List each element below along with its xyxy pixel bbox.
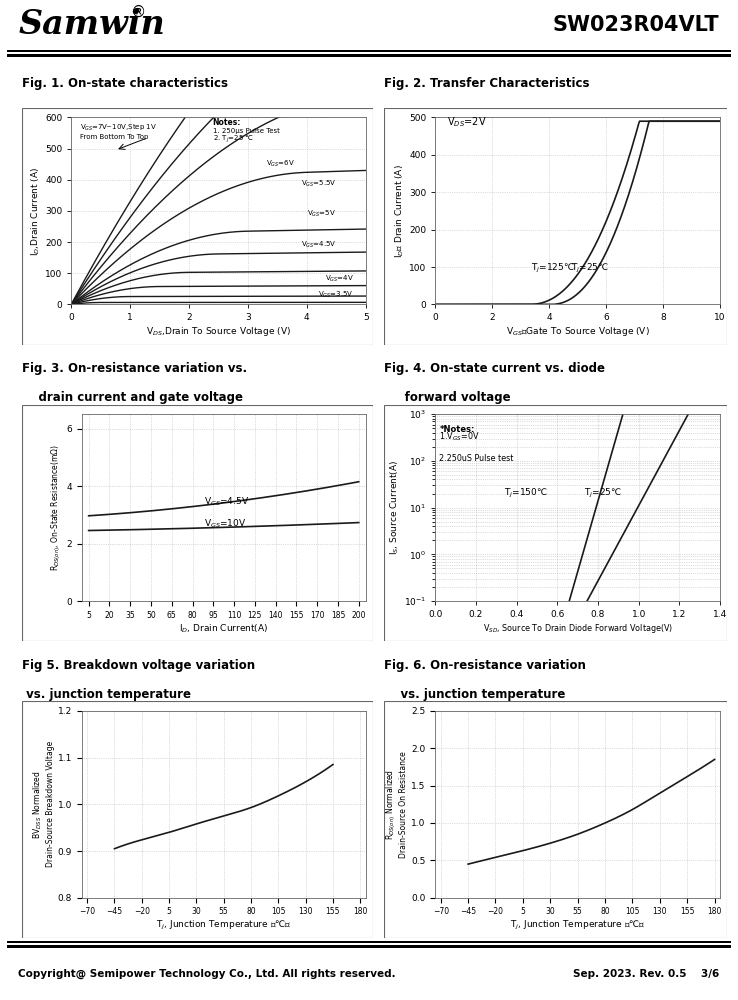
Text: 1.V$_{GS}$=0V: 1.V$_{GS}$=0V: [439, 431, 480, 443]
X-axis label: T$_j$, Junction Temperature （℃）: T$_j$, Junction Temperature （℃）: [156, 919, 292, 932]
Text: V$_{GS}$=7V~10V,Step 1V: V$_{GS}$=7V~10V,Step 1V: [80, 123, 157, 133]
Text: forward voltage: forward voltage: [384, 391, 511, 404]
Text: Sep. 2023. Rev. 0.5    3/6: Sep. 2023. Rev. 0.5 3/6: [573, 969, 720, 979]
Y-axis label: R$_{DS(on)}$ Normalized
Drain-Source On Resistance: R$_{DS(on)}$ Normalized Drain-Source On …: [384, 751, 408, 858]
Text: 2. T$_j$=25 ℃: 2. T$_j$=25 ℃: [213, 134, 254, 145]
Text: V$_{GS}$=4V: V$_{GS}$=4V: [325, 274, 354, 284]
Text: vs. junction temperature: vs. junction temperature: [384, 688, 565, 701]
Text: V$_{GS}$=4.5V: V$_{GS}$=4.5V: [204, 496, 249, 508]
Text: V$_{DS}$=2V: V$_{DS}$=2V: [446, 116, 486, 129]
Text: T$_j$=150℃: T$_j$=150℃: [504, 487, 548, 500]
Text: V$_{GS}$=4.5V: V$_{GS}$=4.5V: [300, 240, 337, 250]
Text: Fig. 1. On-state characteristics: Fig. 1. On-state characteristics: [22, 78, 228, 91]
Text: 1. 250μs Pulse Test: 1. 250μs Pulse Test: [213, 128, 280, 134]
Y-axis label: I$_D$， Drain Current (A): I$_D$， Drain Current (A): [393, 164, 406, 258]
Text: Fig. 4. On-state current vs. diode: Fig. 4. On-state current vs. diode: [384, 362, 604, 375]
X-axis label: V$_{DS}$,Drain To Source Voltage (V): V$_{DS}$,Drain To Source Voltage (V): [146, 325, 291, 338]
Text: vs. junction temperature: vs. junction temperature: [22, 688, 191, 701]
Text: V$_{GS}$=10V: V$_{GS}$=10V: [204, 517, 246, 530]
Text: drain current and gate voltage: drain current and gate voltage: [22, 391, 243, 404]
Text: V$_{GS}$=5V: V$_{GS}$=5V: [307, 209, 337, 219]
Text: V$_{GS}$=3.5V: V$_{GS}$=3.5V: [318, 290, 354, 300]
X-axis label: V$_{SD}$, Source To Drain Diode Forward Voltage(V): V$_{SD}$, Source To Drain Diode Forward …: [483, 622, 672, 635]
Text: Fig 5. Breakdown voltage variation: Fig 5. Breakdown voltage variation: [22, 659, 255, 672]
Y-axis label: I$_D$,Drain Current (A): I$_D$,Drain Current (A): [30, 166, 42, 256]
X-axis label: T$_j$, Junction Temperature （℃）: T$_j$, Junction Temperature （℃）: [510, 919, 646, 932]
Y-axis label: I$_S$, Source Current(A): I$_S$, Source Current(A): [389, 460, 401, 555]
Y-axis label: R$_{DS(on)}$, On-State Resistance(mΩ): R$_{DS(on)}$, On-State Resistance(mΩ): [49, 444, 63, 571]
Text: V$_{GS}$=6V: V$_{GS}$=6V: [266, 159, 295, 169]
Text: Copyright@ Semipower Technology Co., Ltd. All rights reserved.: Copyright@ Semipower Technology Co., Ltd…: [18, 969, 396, 979]
Text: From Bottom To Top: From Bottom To Top: [80, 134, 148, 140]
X-axis label: I$_D$, Drain Current(A): I$_D$, Drain Current(A): [179, 623, 269, 635]
Text: T$_j$=25℃: T$_j$=25℃: [584, 487, 622, 500]
Y-axis label: BV$_{DSS}$ Normalized
Drain-Source Breakdown Voltage: BV$_{DSS}$ Normalized Drain-Source Break…: [32, 741, 55, 867]
X-axis label: V$_{GS}$，Gate To Source Voltage (V): V$_{GS}$，Gate To Source Voltage (V): [506, 325, 649, 338]
Text: ®: ®: [131, 5, 147, 20]
Text: Fig. 2. Transfer Characteristics: Fig. 2. Transfer Characteristics: [384, 78, 589, 91]
Text: Samwin: Samwin: [18, 8, 165, 41]
Text: Notes:: Notes:: [213, 118, 241, 127]
Text: Fig. 6. On-resistance variation: Fig. 6. On-resistance variation: [384, 659, 586, 672]
Text: 2.250uS Pulse test: 2.250uS Pulse test: [439, 454, 514, 463]
Text: SW023R04VLT: SW023R04VLT: [553, 15, 720, 35]
Text: T$_j$=25℃: T$_j$=25℃: [570, 262, 609, 275]
Text: V$_{GS}$=5.5V: V$_{GS}$=5.5V: [300, 179, 337, 189]
Text: T$_j$=125℃: T$_j$=125℃: [531, 262, 574, 275]
Text: *Notes:: *Notes:: [439, 425, 475, 434]
Text: Fig. 3. On-resistance variation vs.: Fig. 3. On-resistance variation vs.: [22, 362, 247, 375]
